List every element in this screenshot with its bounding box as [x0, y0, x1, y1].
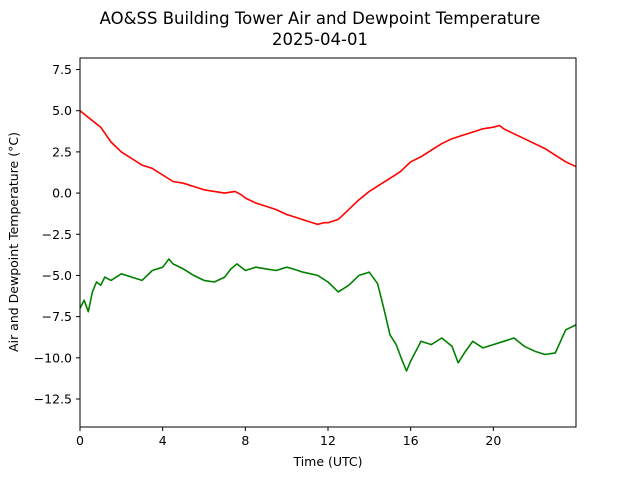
series-line-1 [79, 258, 577, 372]
y-tick-label: −10.0 [34, 350, 72, 365]
y-tick-label: −12.5 [34, 391, 72, 406]
x-tick-label: 12 [320, 433, 336, 448]
x-tick-label: 8 [241, 433, 249, 448]
x-axis-label: Time (UTC) [292, 454, 362, 469]
y-tick-label: 5.0 [52, 103, 72, 118]
y-tick-label: 0.0 [52, 186, 72, 201]
plot-lines [79, 110, 577, 372]
y-tick-label: −2.5 [42, 227, 72, 242]
chart-title: AO&SS Building Tower Air and Dewpoint Te… [100, 9, 541, 28]
x-tick-label: 20 [485, 433, 501, 448]
chart-subtitle: 2025-04-01 [272, 30, 368, 49]
x-tick-label: 16 [403, 433, 419, 448]
y-axis-ticks: −12.5 −10.0 −7.5 −5.0 −2.5 0.0 2.5 5.0 7.5 [34, 62, 80, 406]
y-tick-label: 2.5 [52, 144, 72, 159]
x-tick-label: 0 [76, 433, 84, 448]
series-line-0 [79, 110, 577, 226]
x-tick-label: 4 [159, 433, 167, 448]
x-axis-ticks: 0 4 8 12 16 20 [76, 427, 501, 448]
plot-frame [79, 57, 577, 428]
y-tick-label: −5.0 [42, 268, 72, 283]
y-axis-label: Air and Dewpoint Temperature (°C) [6, 132, 21, 352]
y-tick-label: −7.5 [42, 309, 72, 324]
y-tick-label: 7.5 [52, 62, 72, 77]
